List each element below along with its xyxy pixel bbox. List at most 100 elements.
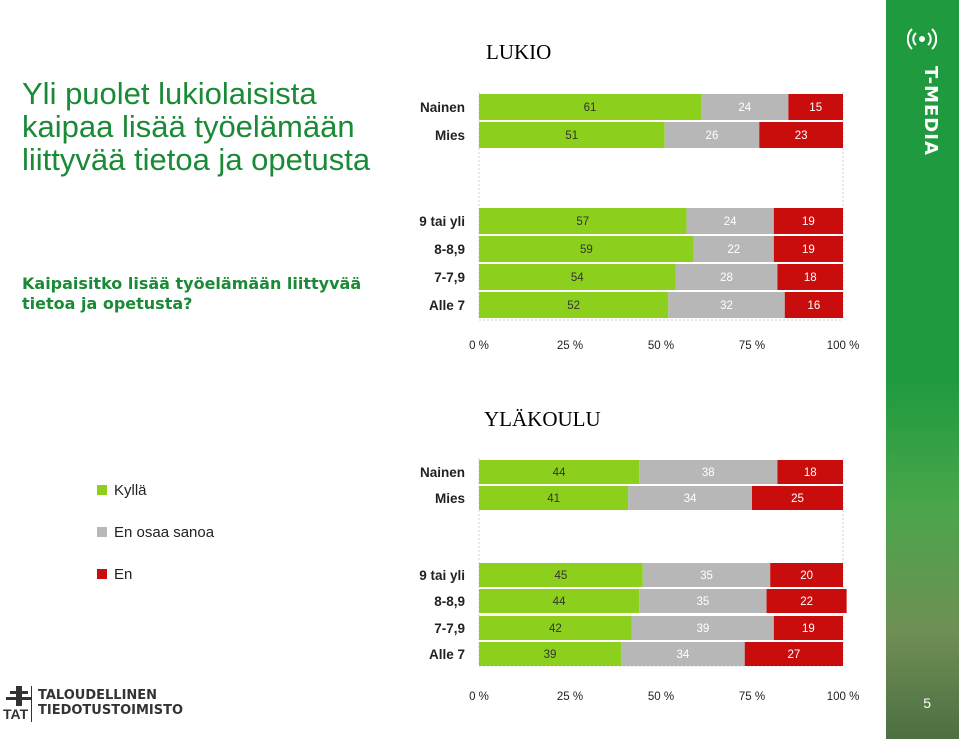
data-label: 35	[696, 596, 709, 608]
x-tick-label: 50 %	[648, 691, 674, 703]
data-label: 35	[700, 570, 713, 582]
data-label: 41	[547, 493, 560, 505]
bar-segment	[479, 122, 665, 148]
data-label: 19	[802, 216, 815, 228]
chart-lukio: Nainen 61 24 15 Mies 51 26 23 9 tai yli 57 24 19 8-8…	[419, 92, 860, 352]
legend-item-no: En	[97, 564, 214, 584]
legend-label-dont-know: En osaa sanoa	[114, 523, 215, 541]
data-label: 52	[567, 300, 580, 312]
x-tick-label: 25 %	[557, 691, 583, 703]
category-label: 9 tai yli	[419, 214, 465, 229]
bar-segment	[639, 589, 767, 613]
footer-org-name: TALOUDELLINEN TIEDOTUSTOIMISTO	[38, 688, 183, 719]
data-label: 22	[800, 596, 813, 608]
brand-name: T-MEDIA	[920, 66, 941, 156]
category-label: Alle 7	[429, 298, 465, 313]
bar-segment	[701, 94, 789, 120]
bar-segment	[479, 208, 687, 234]
footer-org-line1: TALOUDELLINEN	[38, 688, 158, 703]
data-label: 19	[802, 623, 815, 635]
bar-segment	[773, 208, 843, 234]
x-tick-label: 50 %	[648, 340, 674, 352]
data-label: 57	[576, 216, 589, 228]
bar-segment	[770, 563, 843, 587]
bar-segment	[773, 616, 843, 640]
data-label: 26	[706, 130, 719, 142]
bar-segment	[479, 486, 629, 510]
x-tick-label: 75 %	[739, 691, 765, 703]
x-tick-label: 100 %	[827, 340, 860, 352]
x-tick-label: 0 %	[469, 691, 489, 703]
bar-segment	[642, 563, 771, 587]
category-label: Nainen	[420, 100, 465, 115]
bar-segment	[479, 264, 676, 290]
data-label: 34	[684, 493, 697, 505]
category-label: 9 tai yli	[419, 568, 465, 583]
data-label: 34	[676, 649, 689, 661]
data-label: 44	[553, 467, 566, 479]
chart-ylakoulu: Nainen 44 38 18 Mies 41 34 25 9 tai yli 45 35 20 8-8…	[419, 458, 859, 703]
bar-segment	[693, 236, 774, 262]
data-label: 61	[584, 102, 597, 114]
bar-segment	[752, 486, 843, 510]
data-label: 24	[738, 102, 751, 114]
legend-swatch-dont-know	[97, 527, 107, 537]
data-label: 22	[727, 244, 740, 256]
data-label: 44	[553, 596, 566, 608]
bar-segment	[744, 642, 843, 666]
data-label: 45	[555, 570, 568, 582]
bar-segment	[628, 486, 752, 510]
bar-segment	[777, 264, 843, 290]
category-label: Mies	[435, 491, 465, 506]
data-label: 18	[804, 272, 817, 284]
bar-segment	[788, 94, 843, 120]
category-label: Mies	[435, 128, 465, 143]
tat-logo-icon	[6, 686, 32, 706]
data-label: 18	[804, 467, 817, 479]
bar-segment	[639, 460, 778, 484]
bar-segment	[479, 563, 643, 587]
data-label: 24	[724, 216, 737, 228]
data-label: 32	[720, 300, 733, 312]
category-label: 7-7,9	[434, 621, 465, 636]
bar-segment	[479, 94, 702, 120]
category-label: Alle 7	[429, 647, 465, 662]
bar-segment	[479, 460, 640, 484]
footer-divider	[31, 686, 32, 722]
x-tick-label: 25 %	[557, 340, 583, 352]
bar-segment	[631, 616, 774, 640]
category-label: 8-8,9	[434, 594, 465, 609]
data-label: 51	[565, 130, 578, 142]
x-tick-label: 75 %	[739, 340, 765, 352]
x-tick-label: 0 %	[469, 340, 489, 352]
data-label: 23	[795, 130, 808, 142]
legend-swatch-yes	[97, 485, 107, 495]
tat-abbrev: TAT	[3, 706, 29, 722]
bar-segment	[664, 122, 760, 148]
data-label: 42	[549, 623, 562, 635]
data-label: 39	[696, 623, 709, 635]
bar-segment	[777, 460, 843, 484]
data-label: 15	[809, 102, 822, 114]
data-label: 38	[702, 467, 715, 479]
signal-logo-icon	[907, 28, 937, 50]
legend: Kyllä En osaa sanoa En	[97, 480, 214, 606]
data-label: 54	[571, 272, 584, 284]
chart-title-ylakoulu: YLÄKOULU	[484, 407, 601, 431]
brand-photo-overlay	[886, 380, 959, 739]
data-label: 16	[807, 300, 820, 312]
data-label: 28	[720, 272, 733, 284]
page-number: 5	[923, 695, 931, 711]
data-label: 27	[787, 649, 800, 661]
bar-segment	[479, 292, 669, 318]
bar-segment	[668, 292, 785, 318]
survey-question: Kaipaisitko lisää työelämään liittyvää t…	[22, 274, 362, 313]
data-label: 25	[791, 493, 804, 505]
category-label: 7-7,9	[434, 270, 465, 285]
category-label: 8-8,9	[434, 242, 465, 257]
data-label: 19	[802, 244, 815, 256]
data-label: 20	[800, 570, 813, 582]
legend-item-dont-know: En osaa sanoa	[97, 522, 214, 542]
chart-title-lukio: LUKIO	[486, 40, 552, 64]
slide-title: Yli puolet lukiolaisista kaipaa lisää ty…	[22, 76, 371, 177]
